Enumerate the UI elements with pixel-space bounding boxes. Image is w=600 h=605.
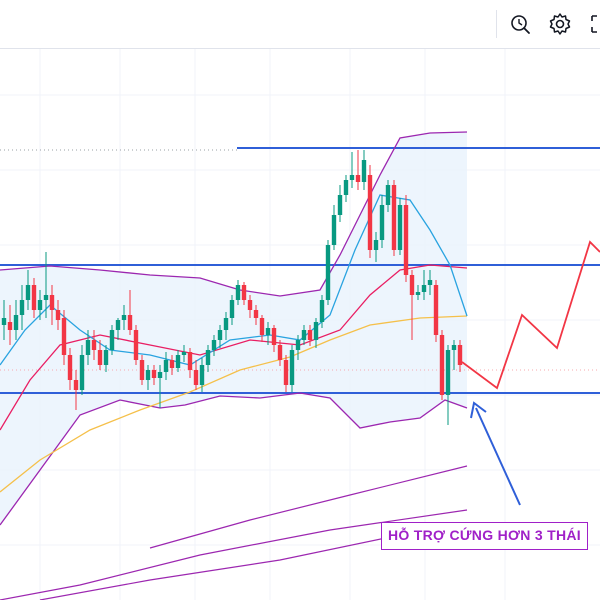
candle-up [217,330,223,340]
candle-down [49,295,55,310]
candle-up [295,340,301,350]
candle-down [67,355,73,380]
candle-down [283,360,289,385]
candle-up [385,185,391,205]
candle-down [127,315,133,330]
candle-up [85,340,91,355]
candle-up [157,372,163,378]
candle-down [55,310,61,320]
candle-up [397,205,403,250]
candle-down [253,310,259,318]
candle-up [43,295,49,300]
candle-up [229,300,235,318]
candle-up [451,345,457,350]
candle-up [205,350,211,365]
candle-up [175,355,181,368]
bollinger-lower [0,392,468,526]
support-arrow [475,407,521,506]
candle-down [169,360,175,368]
candle-up [289,350,295,385]
candle-up [19,300,25,315]
candle-up [349,175,355,180]
magnifier-replay-icon[interactable] [506,10,534,38]
candle-up [163,360,169,372]
candle-up [79,355,85,390]
candle-down [61,318,67,355]
candle-up [109,330,115,350]
ma-slow [0,315,468,493]
candle-down [73,380,79,390]
candle-up [13,315,19,330]
candle-down [409,275,415,295]
candle-up [331,215,337,245]
candle-up [313,322,319,340]
candle-up [415,292,421,295]
support-arrow-head [470,401,487,419]
fullscreen-icon[interactable] [586,10,600,38]
projected-path [461,240,600,390]
candle-up [301,330,307,340]
candle-down [241,285,247,300]
candle-down [277,345,283,360]
chart-canvas[interactable] [0,49,600,601]
support-annotation-label: HỖ TRỢ CỨNG HƠN 3 THÁI [381,522,588,550]
candle-up [373,240,379,250]
candle-down [139,360,145,380]
bollinger-fill [0,132,467,525]
candle-down [367,175,373,250]
candle-down [7,322,13,330]
candle-up [427,280,433,285]
candle-up [211,340,217,350]
candle-down [403,205,409,275]
candle-up [379,205,385,240]
candle-up [319,300,325,322]
candle-down [439,335,445,395]
bollinger-upper [0,131,468,297]
candle-up [103,350,109,365]
ma-long-1 [0,509,468,601]
candle-up [337,195,343,215]
candle-up [181,352,187,355]
candle-down [133,330,139,360]
candle-up [325,245,331,300]
candle-down [307,330,313,340]
candle-up [145,370,151,380]
candle-up [445,350,451,395]
candle-down [193,370,199,385]
price-chart[interactable] [0,49,600,601]
candle-up [25,285,31,300]
candle-down [91,340,97,350]
candle-up [343,180,349,195]
candle-up [235,285,241,300]
toolbar-divider [496,10,497,38]
gear-icon[interactable] [546,10,574,38]
candle-down [259,318,265,335]
candle-up [121,315,127,320]
candle-down [391,185,397,250]
candle-up [361,160,367,182]
candle-up [37,300,43,310]
candle-down [433,285,439,335]
candle-down [247,300,253,310]
candle-down [457,345,463,365]
candle-up [421,285,427,292]
candle-up [1,318,7,325]
candle-down [271,328,277,345]
candle-down [31,285,37,310]
candle-up [265,328,271,335]
candle-up [115,320,121,330]
candle-down [97,350,103,365]
candle-up [223,318,229,330]
ma-long-3 [149,465,468,549]
candle-up [199,365,205,385]
candle-down [355,175,361,182]
candle-down [151,370,157,378]
ma-fast [0,264,468,431]
candle-down [187,352,193,370]
chart-toolbar [0,0,600,49]
